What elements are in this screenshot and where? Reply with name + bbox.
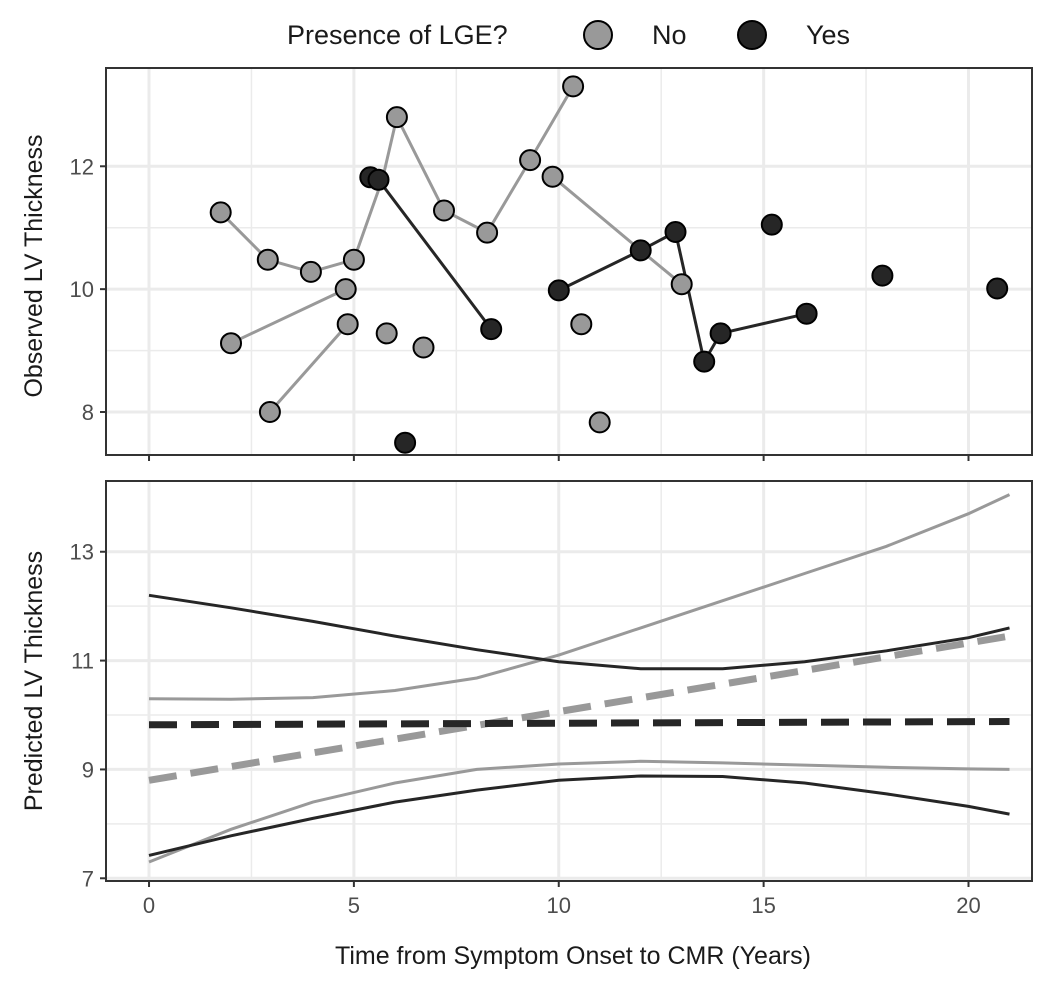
y-tick-label: 7 (82, 866, 94, 891)
x-tick-label: 0 (143, 893, 155, 918)
legend-no-marker (583, 20, 613, 50)
series-no-line (219, 85, 575, 274)
series-no-point (562, 75, 585, 98)
series-no-point (334, 278, 357, 301)
series-no-point (670, 273, 693, 296)
x-tick-label: 20 (956, 893, 980, 918)
series-yes-point (693, 350, 716, 373)
legend-yes-marker (737, 20, 767, 50)
observed-panel: 8 10 12 (70, 67, 1033, 461)
series-no-point (519, 149, 542, 172)
series-no-point (570, 313, 593, 336)
legend-no-label: No (652, 20, 687, 50)
series-yes-point (664, 221, 687, 243)
legend-yes-label: Yes (806, 20, 850, 50)
series-no-point (209, 201, 232, 224)
series-no-point (433, 199, 455, 222)
series-yes-point (547, 279, 570, 302)
y-tick-label: 9 (82, 757, 94, 782)
series-yes-point (367, 168, 390, 191)
series-no-line (268, 323, 349, 413)
series-yes-line (558, 229, 807, 366)
series-no-point (336, 313, 359, 336)
top-panel-border (105, 67, 1033, 456)
series-yes-point (760, 213, 783, 236)
y-tick-label: 8 (82, 400, 94, 425)
series-yes-upper-line (148, 593, 1010, 671)
series-no-point (299, 260, 322, 283)
series-yes-lower-line (148, 774, 1010, 857)
y-tick-label: 11 (71, 649, 94, 674)
series-no-estimate-line (148, 632, 1011, 784)
x-tick-label: 15 (751, 893, 775, 918)
y-tick-label: 12 (70, 154, 94, 179)
legend-title: Presence of LGE? (287, 20, 508, 50)
series-yes-point (480, 318, 503, 341)
predicted-panel: 7 9 11 13 0 5 10 15 20 (70, 480, 1033, 918)
series-yes-point (795, 302, 818, 325)
y-tick-label: 10 (70, 277, 94, 302)
series-no-line (230, 287, 347, 345)
series-no-point (476, 221, 499, 244)
series-no-point (375, 322, 398, 345)
series-yes-point (871, 264, 894, 287)
series-no-point (342, 248, 365, 271)
x-tick-label: 10 (547, 893, 571, 918)
series-yes-point (709, 322, 732, 345)
series-lines (219, 85, 807, 413)
series-points (209, 75, 1009, 454)
series-yes-point (394, 431, 417, 454)
bottom-y-axis-title: Predicted LV Thickness (20, 551, 48, 811)
series-no-point (588, 411, 611, 434)
series-no-point (385, 106, 408, 129)
y-tick-label: 13 (70, 540, 94, 565)
series-no-line (551, 175, 683, 286)
series-no-point (258, 401, 281, 423)
series-no-point (220, 332, 242, 355)
series-yes-point (986, 277, 1009, 300)
series-no-lower-line (148, 759, 1010, 864)
series-no-point (412, 336, 435, 359)
series-yes-estimate-line (148, 718, 1010, 729)
series-no-point (541, 165, 564, 188)
x-tick-label: 5 (348, 893, 360, 918)
series-no-upper-line (148, 493, 1011, 701)
series-yes-line (369, 175, 493, 331)
series-yes-point (629, 239, 652, 262)
legend: Presence of LGE? No Yes (287, 20, 850, 50)
x-axis-title: Time from Symptom Onset to CMR (Years) (335, 942, 811, 970)
series-no-point (256, 248, 279, 271)
top-y-axis-title: Observed LV Thickness (20, 134, 48, 397)
bottom-panel-border (105, 480, 1033, 882)
